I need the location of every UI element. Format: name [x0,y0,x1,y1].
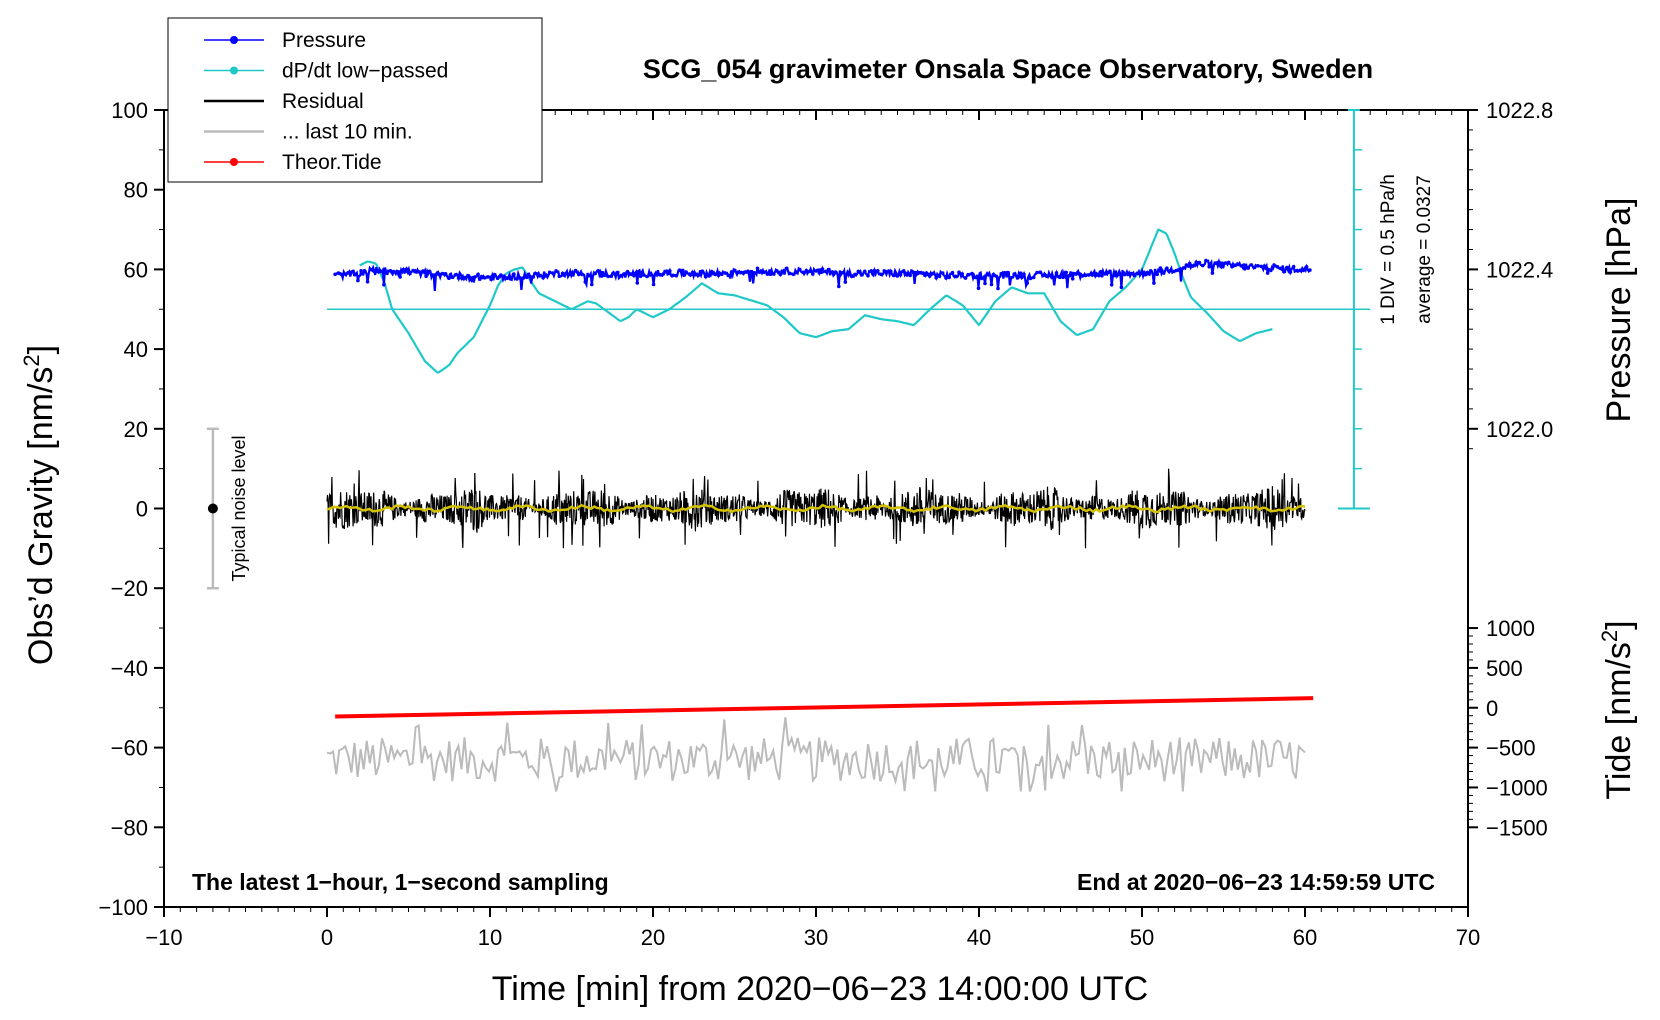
x-tick-label: 50 [1130,925,1154,950]
chart-title: SCG_054 gravimeter Onsala Space Observat… [643,54,1373,84]
tide-tick-label: 1000 [1486,616,1535,641]
y-axis-title-superscript: 2 [19,354,44,366]
y-axis-title: Obs’d Gravity [nm/s2] [19,345,60,665]
pressure-axis-title: Pressure [hPa] [1600,198,1638,423]
residual-series-line [326,468,1306,549]
y-tick-label: 100 [111,98,148,123]
pressure-tick-label: 1022.8 [1486,98,1553,123]
pressure-series-line [334,257,1311,291]
noise-indicator: Typical noise level [206,427,249,590]
note-sampling: The latest 1−hour, 1−second sampling [192,869,609,895]
dpdt-scale-bar: 1 DIV = 0.5 hPa/h average = 0.0327 [1337,109,1435,510]
y-tick-label: −20 [111,576,148,601]
tide-tick-label: −500 [1486,736,1536,761]
legend-label: Pressure [282,29,366,52]
legend-label: dP/dt low−passed [282,60,448,83]
x-tick-label: 0 [321,925,333,950]
y-tick-label: 40 [124,337,148,362]
x-tick-label: 20 [641,925,665,950]
legend-label: ... last 10 min. [282,121,413,144]
y-tick-label: −80 [111,815,148,840]
y-tick-label: −40 [111,656,148,681]
scale-bar-average-label: average = 0.0327 [1414,175,1435,323]
pressure-tick-label: 1022.0 [1486,417,1553,442]
y-tick-label: −100 [98,895,148,920]
y-tick-label: 80 [124,178,148,203]
theoretical-tide-series-line [335,696,1314,719]
y-tick-label: −60 [111,736,148,761]
tide-axis-title-superscript: 2 [1597,630,1622,642]
tide-tick-label: 500 [1486,656,1523,681]
legend: Pressure dP/dt low−passed Residual ... last… [167,17,543,183]
residual-smoothed-series-line [326,503,1306,514]
legend-label: Residual [282,90,364,113]
legend-swatch-marker [230,36,238,44]
tide-tick-label: −1000 [1486,775,1548,800]
x-tick-label: 70 [1456,925,1480,950]
dpdt-series-line [359,228,1273,374]
y-tick-label: 20 [124,417,148,442]
last-10-min-series-line [326,716,1306,792]
x-tick-label: 10 [478,925,502,950]
legend-label: Theor.Tide [282,151,382,174]
x-tick-label: 40 [967,925,991,950]
plot-lines [326,228,1371,792]
x-tick-label: 30 [804,925,828,950]
y-tick-label: 60 [124,257,148,282]
tide-tick-label: −1500 [1486,815,1548,840]
tide-axis-title: Tide [nm/s2] [1597,620,1638,799]
tide-tick-label: 0 [1486,696,1498,721]
note-end-time: End at 2020−06−23 14:59:59 UTC [1077,869,1435,895]
y-tick-label: 0 [136,497,148,522]
pressure-tick-label: 1022.4 [1486,257,1553,282]
noise-bar-dot [207,503,218,514]
x-tick-label: −10 [145,925,182,950]
x-axis-title: Time [min] from 2020−06−23 14:00:00 UTC [492,970,1148,1008]
legend-swatch-marker [230,66,238,75]
scale-bar-division-label: 1 DIV = 0.5 hPa/h [1378,174,1399,325]
legend-swatch-marker [230,158,238,166]
noise-bar-label: Typical noise level [229,435,249,581]
x-tick-label: 60 [1293,925,1317,950]
axes: −10 0 10 20 30 40 50 60 70−100−80−60−40−20020406… [98,98,1553,950]
